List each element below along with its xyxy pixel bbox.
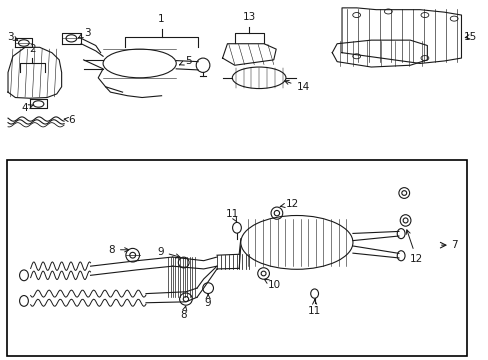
Text: 14: 14	[284, 80, 309, 93]
Bar	[6, 160, 467, 356]
Text: 5: 5	[179, 56, 191, 66]
Text: 9: 9	[157, 247, 180, 258]
Text: 6: 6	[64, 115, 75, 125]
Text: 7: 7	[450, 240, 457, 250]
Text: 2: 2	[29, 44, 36, 54]
Text: 10: 10	[264, 279, 281, 291]
Text: 15: 15	[463, 32, 476, 41]
Text: 8: 8	[108, 245, 128, 255]
Text: 1: 1	[158, 14, 164, 24]
Text: 12: 12	[406, 230, 423, 264]
Text: 13: 13	[242, 12, 256, 22]
Text: 11: 11	[225, 209, 239, 222]
Text: 3: 3	[7, 32, 18, 41]
Text: 9: 9	[204, 294, 211, 308]
Text: 8: 8	[180, 306, 186, 320]
Text: 12: 12	[280, 199, 299, 209]
Text: 4: 4	[22, 103, 34, 113]
Text: 3: 3	[79, 28, 91, 38]
Text: 11: 11	[307, 300, 321, 316]
